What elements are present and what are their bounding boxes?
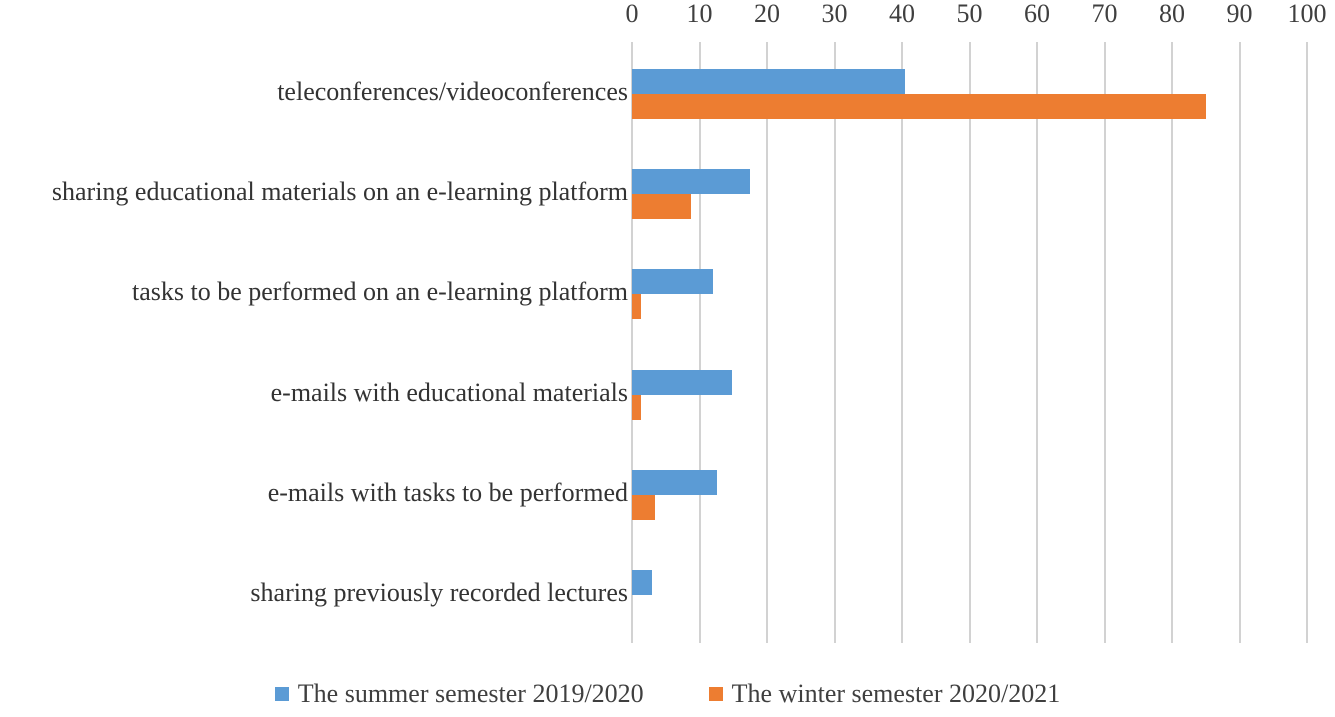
bar-series-0-category-4	[632, 469, 718, 495]
gridlines	[631, 42, 1308, 643]
gridline	[1171, 42, 1173, 643]
bar-series-0-category-3	[632, 369, 732, 395]
x-axis-tick-label: 50	[956, 0, 983, 28]
gridline	[1306, 42, 1308, 643]
category-label: e-mails with educational materials	[270, 377, 628, 407]
category-label: sharing educational materials on an e-le…	[51, 177, 628, 207]
category-label: e-mails with tasks to be performed	[267, 477, 628, 507]
bar-series-1-category-2	[632, 294, 641, 320]
gridline	[833, 42, 836, 643]
legend-label: The summer semester 2019/2020	[297, 679, 644, 708]
bar-series-1-category-4	[632, 494, 655, 520]
bar-series-area	[632, 42, 1307, 643]
legend-item-series-0: The summer semester 2019/2020	[274, 679, 644, 709]
category-label: tasks to be performed on an e-learning p…	[132, 277, 628, 307]
plot-area	[631, 42, 1308, 643]
category-band	[632, 142, 1307, 242]
bar-series-0-category-1	[632, 169, 751, 195]
gridline	[1103, 42, 1106, 643]
gridline	[1238, 42, 1241, 643]
gridline	[901, 42, 903, 643]
x-axis-tick-label: 90	[1226, 0, 1253, 28]
gridline	[766, 42, 768, 643]
bar-series-0-category-5	[632, 569, 653, 595]
x-axis-tick-label: 10	[686, 0, 713, 28]
gridline	[1036, 42, 1038, 643]
legend-swatch-icon	[274, 687, 289, 701]
gridline	[698, 42, 701, 643]
bar-series-1-category-1	[632, 194, 692, 220]
bar-series-0-category-2	[632, 269, 713, 295]
x-axis: 0 10 20 30 40 50 60 70 80 90 100	[626, 0, 1327, 30]
category-band	[632, 343, 1307, 443]
category-band	[632, 443, 1307, 543]
category-band	[632, 543, 1307, 643]
gridline	[631, 42, 633, 643]
legend-swatch-icon	[708, 687, 723, 701]
legend: The summer semester 2019/2020 The winter …	[0, 674, 1335, 714]
x-axis-tick-label: 0	[625, 0, 639, 28]
bar-series-1-category-3	[632, 394, 641, 420]
category-band	[632, 42, 1307, 142]
x-axis-tick-label: 100	[1287, 0, 1327, 28]
x-axis-tick-label: 80	[1159, 0, 1185, 28]
x-axis-tick-label: 60	[1024, 0, 1050, 28]
category-label: sharing previously recorded lectures	[250, 577, 628, 607]
category-label: teleconferences/videoconferences	[277, 77, 628, 107]
x-axis-tick-label: 30	[821, 0, 848, 28]
bar-series-0-category-0	[632, 69, 905, 94]
bar-series-1-category-0	[632, 94, 1206, 119]
gridline	[968, 42, 971, 643]
legend-item-series-1: The winter semester 2020/2021	[708, 679, 1061, 709]
x-axis-tick-label: 20	[754, 0, 780, 28]
category-band	[632, 242, 1307, 342]
x-axis-tick-label: 40	[889, 0, 915, 28]
legend-label: The winter semester 2020/2021	[731, 679, 1061, 708]
x-axis-tick-label: 70	[1091, 0, 1118, 28]
y-axis-category-labels: teleconferences/videoconferences sharing …	[0, 42, 628, 643]
